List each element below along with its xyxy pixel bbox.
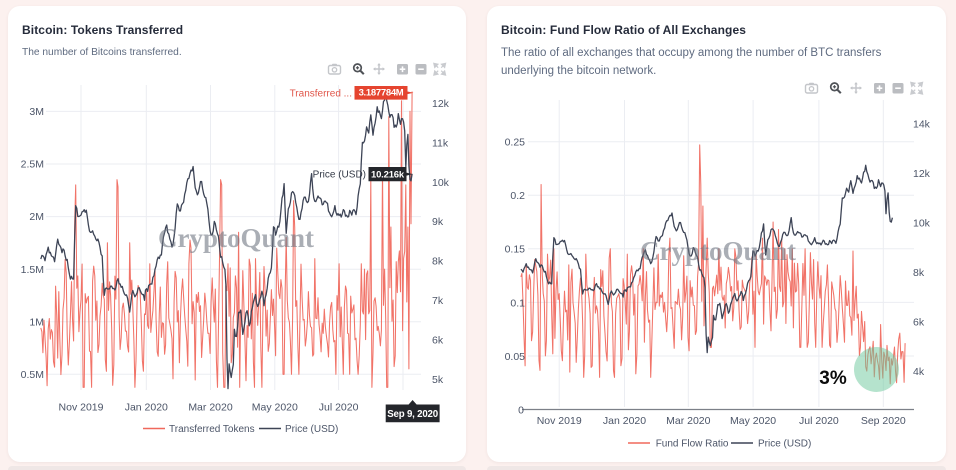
svg-text:Nov 2019: Nov 2019: [59, 402, 104, 414]
svg-text:Sep 9, 2020: Sep 9, 2020: [387, 409, 438, 420]
svg-text:12k: 12k: [913, 168, 931, 180]
svg-text:Transferred Tokens: Transferred Tokens: [169, 424, 255, 435]
svg-text:0.25: 0.25: [505, 137, 526, 149]
svg-text:CryptoQuant: CryptoQuant: [158, 223, 314, 253]
svg-text:14k: 14k: [913, 119, 931, 131]
svg-text:1.5M: 1.5M: [21, 264, 44, 276]
svg-text:0.1: 0.1: [510, 297, 525, 309]
svg-text:Nov 2019: Nov 2019: [537, 415, 582, 427]
svg-text:10k: 10k: [913, 218, 931, 230]
svg-text:Price (USD): Price (USD): [285, 424, 338, 435]
svg-text:1M: 1M: [29, 316, 44, 328]
svg-text:CryptoQuant: CryptoQuant: [640, 236, 796, 266]
svg-text:0: 0: [518, 404, 524, 416]
svg-text:3M: 3M: [29, 106, 44, 118]
svg-text:11k: 11k: [432, 137, 449, 149]
svg-text:2.5M: 2.5M: [21, 159, 44, 171]
svg-text:Transferred ...: Transferred ...: [290, 89, 352, 100]
svg-text:Mar 2020: Mar 2020: [666, 415, 711, 427]
svg-text:May 2020: May 2020: [252, 402, 298, 414]
svg-text:12k: 12k: [432, 98, 450, 110]
svg-text:6k: 6k: [432, 334, 444, 346]
svg-text:4k: 4k: [913, 366, 925, 378]
svg-text:10.216k: 10.216k: [371, 170, 405, 181]
svg-text:Jan 2020: Jan 2020: [603, 415, 646, 427]
svg-text:Jul 2020: Jul 2020: [319, 402, 359, 414]
svg-text:0.05: 0.05: [505, 351, 526, 363]
svg-text:5k: 5k: [432, 374, 444, 386]
svg-text:0.2: 0.2: [510, 190, 525, 202]
svg-text:Price (USD): Price (USD): [313, 170, 366, 181]
svg-text:3.187784M: 3.187784M: [359, 88, 404, 99]
svg-text:Price (USD): Price (USD): [758, 439, 811, 450]
svg-text:8k: 8k: [432, 256, 444, 268]
svg-text:7k: 7k: [432, 295, 444, 307]
svg-text:10k: 10k: [432, 177, 450, 189]
svg-text:Jan 2020: Jan 2020: [125, 402, 168, 414]
svg-text:3%: 3%: [819, 368, 847, 389]
svg-text:Sep 2020: Sep 2020: [861, 415, 906, 427]
svg-text:9k: 9k: [432, 216, 444, 228]
svg-text:0.5M: 0.5M: [21, 369, 44, 381]
svg-text:Mar 2020: Mar 2020: [188, 402, 233, 414]
svg-text:Jul 2020: Jul 2020: [799, 415, 839, 427]
svg-text:Fund Flow Ratio: Fund Flow Ratio: [656, 439, 729, 450]
svg-text:0.15: 0.15: [505, 244, 526, 256]
svg-text:8k: 8k: [913, 267, 925, 279]
svg-text:2M: 2M: [29, 211, 44, 223]
svg-text:6k: 6k: [913, 317, 925, 329]
svg-text:May 2020: May 2020: [730, 415, 776, 427]
